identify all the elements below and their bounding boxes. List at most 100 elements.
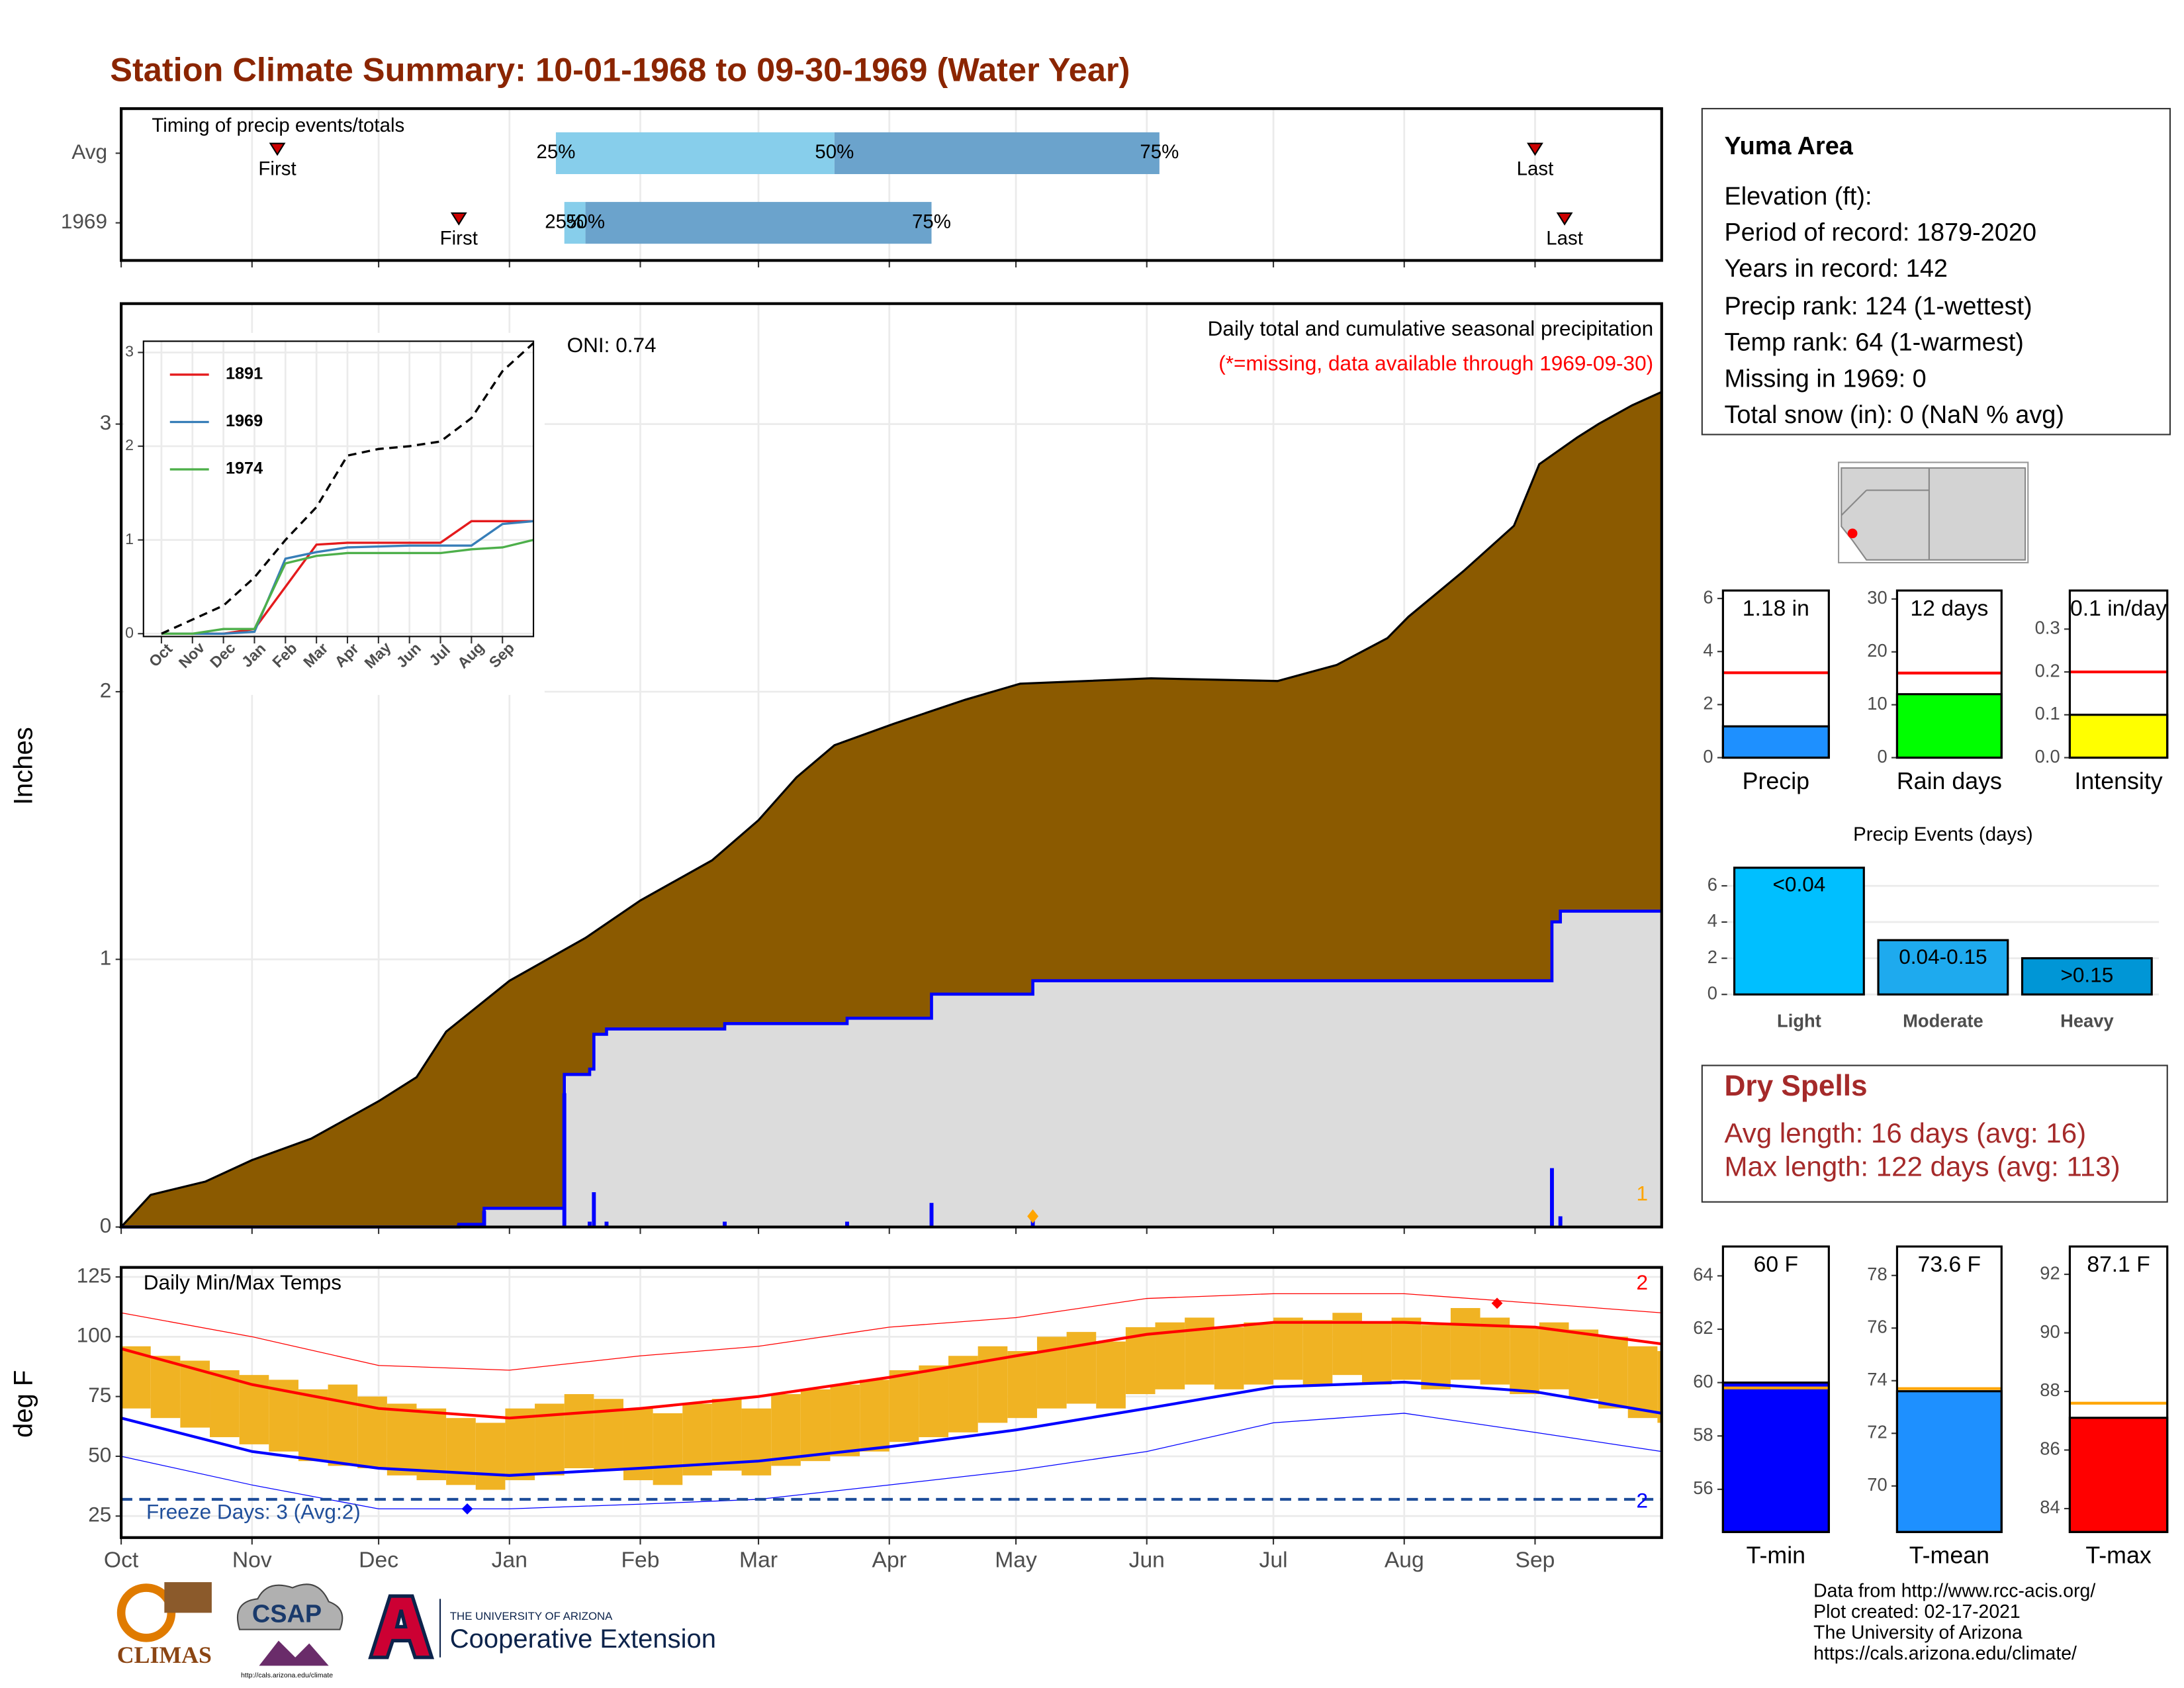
temp-line	[120, 1321, 1662, 1420]
quantile-label: 50%	[815, 141, 854, 163]
chart-subtitle: Timing of precip events/totals	[152, 115, 404, 136]
x-tick-label: Oct	[104, 1548, 139, 1572]
y-tick-label: 88	[2040, 1380, 2060, 1400]
timing-marker	[1556, 212, 1573, 226]
y-tick-label: 90	[2040, 1321, 2060, 1342]
temp-bar	[298, 1389, 328, 1462]
y-tick-label: 0.2	[2035, 660, 2060, 680]
y-tick-label: 0.3	[2035, 618, 2060, 638]
temp-bar	[1214, 1327, 1244, 1389]
plot-frame	[119, 302, 1663, 1229]
value-label-box: 60 F	[1754, 1254, 1798, 1278]
value-label-box: 0.1 in/day	[2070, 597, 2167, 622]
csap-logo: CSAP	[252, 1601, 322, 1628]
chart-subtitle: Daily total and cumulative seasonal prec…	[1208, 316, 1653, 340]
row-label: 1969	[61, 209, 107, 233]
temp-bar	[1421, 1325, 1451, 1389]
plot-frame	[1721, 1245, 1830, 1533]
y-tick-label: 1	[100, 946, 112, 970]
y-tick-label: 3	[125, 343, 134, 360]
y-tick-label: 100	[77, 1323, 112, 1347]
plot-frame	[119, 107, 1663, 262]
y-tick-label: 2	[1703, 693, 1713, 714]
daily-bar	[482, 1211, 486, 1227]
bar	[1895, 1390, 2003, 1533]
record-count: 2	[1637, 1489, 1649, 1513]
x-tick-label: Feb	[621, 1548, 659, 1572]
value-label: 12 days	[1910, 597, 1989, 622]
category-label: T-mean	[1909, 1542, 1989, 1569]
x-tick-label: Sep	[1516, 1548, 1555, 1572]
climas-block	[164, 1582, 212, 1613]
y-tick-label: 78	[1867, 1264, 1887, 1284]
temp-bar	[919, 1365, 949, 1438]
y-tick-label: 2	[100, 678, 112, 702]
footer: Data from http://www.rcc-acis.org/ Plot …	[1813, 1580, 2095, 1664]
y-tick-label: 84	[2040, 1497, 2060, 1517]
x-tick-label: Jul	[1259, 1548, 1288, 1572]
bar	[1877, 939, 2009, 996]
daily-bar	[1550, 1168, 1554, 1227]
quantile-label: 25%	[536, 141, 575, 163]
y-tick-label: 10	[1867, 693, 1887, 714]
ua-name: THE UNIVERSITY OF ARIZONA	[450, 1610, 613, 1622]
y-tick-label: 4	[1707, 910, 1717, 931]
csap-cloud	[236, 1583, 343, 1630]
timing-marker	[1527, 142, 1543, 156]
y-axis-title: deg F	[9, 1370, 38, 1438]
temp-bar	[1302, 1320, 1333, 1385]
timing-label: First	[258, 158, 296, 179]
y-tick-label: 0	[1878, 746, 1888, 767]
map-borders	[1841, 467, 1930, 560]
y-axis-title: Inches	[9, 727, 38, 805]
temp-line	[120, 1380, 1662, 1477]
dry-spells: Dry Spells Avg length: 16 days (avg: 16)…	[1701, 1064, 2168, 1203]
daily-bar	[845, 1221, 849, 1227]
value-label: 73.6 F	[1917, 1253, 1981, 1278]
temp-bar	[800, 1389, 831, 1462]
value-label-box: 12 days	[1910, 597, 1989, 622]
temp-bar	[1627, 1346, 1658, 1419]
temp-bar	[711, 1399, 742, 1471]
x-tick-label: Mar	[739, 1548, 778, 1572]
footer-line: Plot created: 02-17-2021	[1813, 1601, 2021, 1622]
temp-bar	[948, 1356, 978, 1432]
x-tick-label: Apr	[872, 1548, 907, 1572]
quantile-label: 25%	[545, 211, 584, 232]
plot-background	[143, 341, 534, 637]
dry-spells-frame	[1701, 1064, 2168, 1203]
value-label: 1.18 in	[1742, 597, 1809, 622]
y-tick-label: 0	[1703, 746, 1713, 767]
temp-bar	[1244, 1322, 1274, 1385]
oni-label: ONI: 0.74	[567, 333, 657, 357]
plot-frame	[119, 1266, 1663, 1539]
freeze-label: Freeze Days: 3 (Avg:2)	[146, 1499, 361, 1523]
bar	[1733, 867, 1865, 996]
series-line	[161, 539, 534, 635]
temp-bar	[653, 1413, 683, 1485]
temp-bar	[1510, 1327, 1539, 1395]
y-tick-label: 2	[125, 436, 134, 453]
quantile-bar	[834, 132, 1160, 174]
temp-bar	[1007, 1351, 1037, 1419]
value-label: 0.1 in/day	[2070, 597, 2167, 622]
record-count: 2	[1637, 1270, 1649, 1294]
info-line: Precip rank: 124 (1-wettest)	[1724, 293, 2032, 320]
y-tick-label: 75	[88, 1383, 111, 1407]
temp-bar	[416, 1408, 447, 1481]
footer-line: The University of Arizona	[1813, 1622, 2023, 1643]
temp-bar	[830, 1384, 860, 1456]
info-frame	[1701, 108, 2171, 436]
bar	[1721, 725, 1830, 759]
corner-label: 1	[1637, 1182, 1649, 1205]
temp-bar	[1391, 1317, 1422, 1380]
plot-frame	[1895, 589, 2003, 759]
category-label: T-max	[2085, 1542, 2151, 1569]
y-tick-label: 30	[1867, 587, 1887, 608]
map-land	[1841, 467, 2026, 561]
legend-label: 1891	[226, 365, 263, 383]
info-line: Period of record: 1879-2020	[1724, 218, 2036, 246]
timing-label: Last	[1546, 228, 1583, 250]
temp-line	[120, 1293, 1662, 1371]
temp-bar	[210, 1370, 240, 1438]
